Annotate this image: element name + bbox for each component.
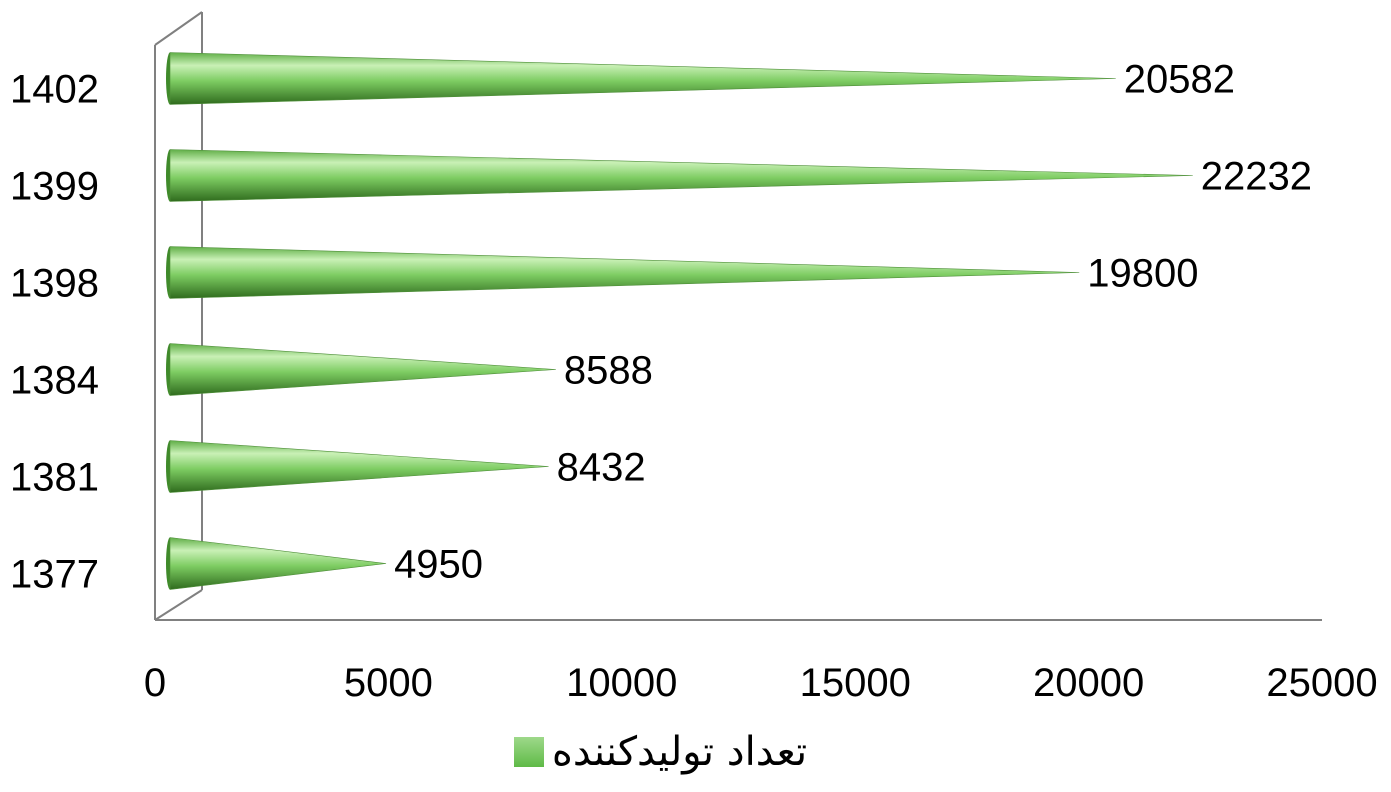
bar	[170, 538, 386, 590]
bar	[170, 150, 1193, 202]
y-category-label: 1399	[10, 165, 99, 209]
legend: تعداد تولیدکننده	[0, 722, 1391, 782]
x-tick-label: 25000	[1266, 661, 1377, 705]
y-category-label: 1384	[10, 359, 99, 403]
data-label: 20582	[1124, 58, 1235, 102]
data-label: 8588	[564, 349, 653, 393]
x-tick-label: 20000	[1033, 661, 1144, 705]
data-label: 19800	[1087, 252, 1198, 296]
data-label: 22232	[1201, 155, 1312, 199]
bar	[170, 344, 556, 396]
x-tick-label: 5000	[344, 661, 433, 705]
legend-swatch	[514, 737, 544, 767]
data-label: 4950	[394, 543, 483, 587]
legend-label: تعداد تولیدکننده	[552, 729, 807, 775]
axes	[155, 12, 1322, 620]
y-category-label: 1398	[10, 262, 99, 306]
bar	[170, 247, 1079, 299]
x-tick-label: 0	[144, 661, 166, 705]
y-category-label: 1381	[10, 456, 99, 500]
y-category-label: 1377	[10, 553, 99, 597]
bars	[166, 53, 1193, 590]
bar	[170, 441, 549, 493]
x-tick-label: 10000	[566, 661, 677, 705]
y-category-label: 1402	[10, 68, 99, 112]
axis-top-depth-line	[155, 12, 202, 45]
x-tick-label: 15000	[800, 661, 911, 705]
data-label: 8432	[557, 446, 646, 490]
axis-bottom-depth-line	[155, 590, 202, 620]
bar	[170, 53, 1116, 105]
